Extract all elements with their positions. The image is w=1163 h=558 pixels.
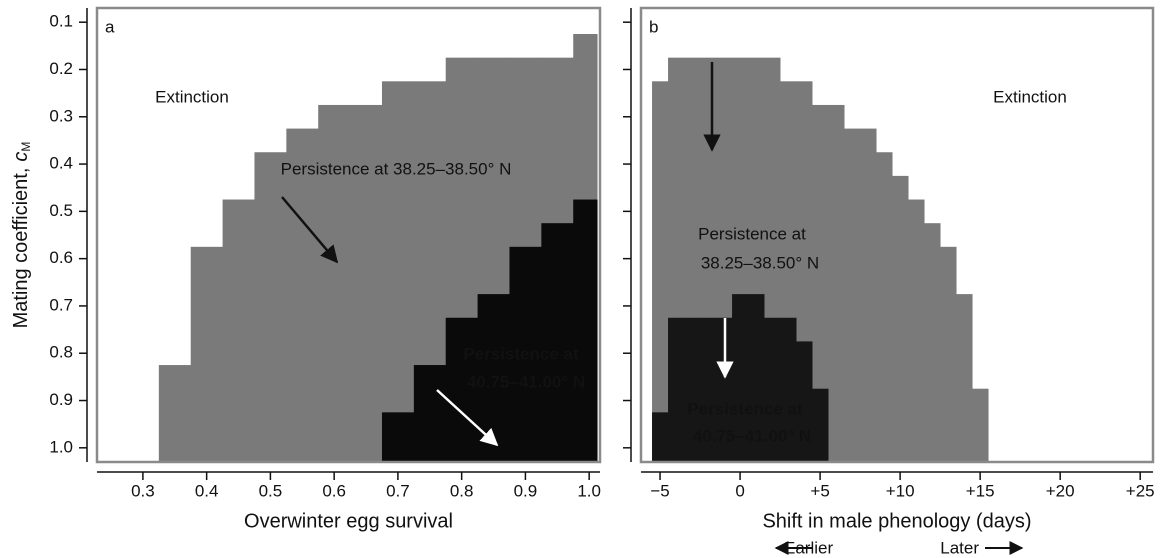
x-tick-label: −5	[650, 481, 669, 500]
region-cell	[652, 412, 669, 462]
region-cell	[381, 412, 415, 462]
region-cell	[318, 104, 351, 463]
y-axis-label-part: c	[10, 152, 32, 162]
x-axis-note: Earlier	[784, 538, 833, 557]
region-cell	[732, 294, 749, 462]
region-cell	[860, 128, 877, 462]
x-tick-label: +10	[886, 481, 915, 500]
x-axis-label: Shift in male phenology (days)	[762, 510, 1031, 532]
region-cell	[812, 388, 829, 462]
y-tick-label: 0.3	[49, 106, 73, 125]
arrow	[281, 196, 339, 264]
region-cell	[748, 294, 765, 462]
region-cell	[972, 388, 989, 462]
y-tick-label: 0.5	[49, 201, 73, 220]
y-tick-label: 0.6	[49, 248, 73, 267]
annotation: Extinction	[993, 87, 1067, 106]
x-tick-label: +20	[1046, 481, 1075, 500]
annotation: Persistence at	[687, 399, 803, 418]
annotation: 40.75–41.00° N	[467, 372, 585, 391]
region-cell	[413, 365, 447, 462]
region-cell	[940, 246, 957, 462]
region-cell	[158, 365, 192, 462]
region-cell	[796, 341, 813, 462]
region-cell	[780, 317, 797, 462]
region-cell	[812, 104, 829, 463]
plots: 0.1 0.2 0.3 0.4 0.5 0.6 0.7 0.8 0.9 1.0 0.3 0.4 0.5 0…	[10, 6, 1155, 532]
region-cell	[892, 175, 909, 462]
y-axis-label-part: Mating coefficient,	[10, 168, 32, 329]
region-cell	[350, 104, 383, 463]
x-tick-label: 0.9	[514, 481, 538, 500]
region-cell	[700, 317, 717, 462]
y-tick-label: 0.4	[49, 154, 73, 173]
region-cell	[286, 128, 319, 462]
arrow	[436, 389, 499, 447]
region-cell	[924, 223, 941, 462]
x-tick-label: 1.0	[577, 481, 601, 500]
region-cell	[222, 199, 255, 462]
x-tick-label: 0.6	[322, 481, 346, 500]
x-tick-label: +15	[966, 481, 995, 500]
y-axis-label-part: M	[19, 142, 33, 152]
y-axis-label: Mating coefficient, cM	[10, 142, 33, 329]
y-tick-label: 0.7	[49, 295, 73, 314]
region-cell	[254, 152, 287, 463]
x-tick-label: 0	[735, 481, 744, 500]
y-tick-label: 0.9	[49, 390, 73, 409]
annotation: Persistence at	[698, 224, 806, 243]
annotation: Persistence at	[463, 344, 579, 363]
region-cell	[190, 246, 223, 462]
region-cell	[509, 246, 542, 462]
plot-frame	[95, 6, 602, 464]
panel-label: b	[649, 17, 658, 36]
panel-label: a	[105, 17, 115, 36]
region-cell	[956, 294, 973, 462]
region-cell	[541, 223, 574, 462]
x-axis-note: Later	[940, 538, 979, 557]
y-tick-label: 0.1	[49, 12, 73, 31]
annotation: Extinction	[155, 87, 229, 106]
region-cell	[652, 81, 669, 462]
region-cell	[573, 199, 598, 462]
region-cell	[908, 199, 925, 462]
region-cell	[716, 317, 733, 462]
annotation: 40.75–41.00° N	[693, 426, 811, 445]
region-cell	[445, 317, 478, 462]
x-axis-label: Overwinter egg survival	[244, 510, 453, 532]
y-tick-label: 0.2	[49, 59, 73, 78]
overlay: Extinction Persistence at 38.25–38.50° N P…	[155, 62, 1067, 557]
region-cell	[684, 317, 701, 462]
x-tick-label: 0.3	[131, 481, 155, 500]
plot-frame	[639, 6, 1155, 464]
region-cell	[381, 81, 415, 462]
region-cell	[668, 317, 685, 462]
x-tick-label: 0.5	[259, 481, 283, 500]
y-tick-label: 0.8	[49, 343, 73, 362]
x-tick-label: 0.4	[195, 481, 219, 500]
annotation: Persistence at 38.25–38.50° N	[281, 159, 512, 178]
x-tick-label: 0.7	[386, 481, 410, 500]
region-cell	[876, 152, 893, 463]
y-tick-label: 1.0	[49, 437, 73, 456]
region-cell	[764, 317, 781, 462]
annotation: 38.25–38.50° N	[701, 253, 819, 272]
x-tick-label: +5	[810, 481, 829, 500]
region-cell	[828, 104, 845, 463]
region-cell	[844, 128, 861, 462]
x-tick-label: +25	[1126, 481, 1155, 500]
x-tick-label: 0.8	[450, 481, 474, 500]
